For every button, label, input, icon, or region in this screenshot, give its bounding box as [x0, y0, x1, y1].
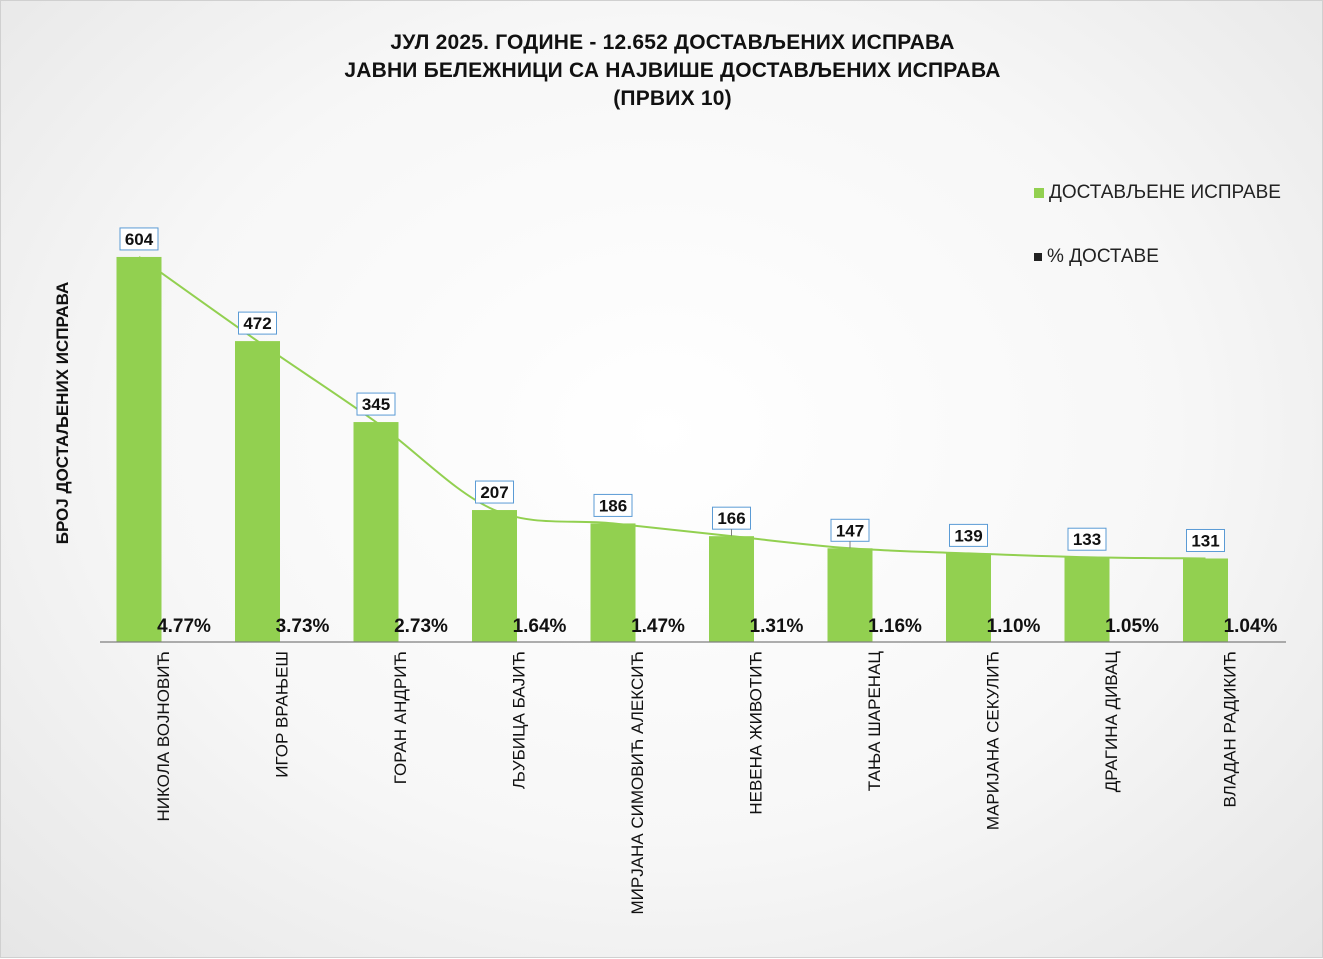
category-label-10: ВЛАДАН РАДИКИЋ — [1221, 651, 1240, 808]
legend-label-delivered-documents: ДОСТАВЉЕНЕ ИСПРАВЕ — [1049, 182, 1281, 203]
bar-4[interactable] — [472, 510, 517, 642]
percent-label-8: 1.10% — [987, 616, 1041, 637]
legend-swatch-green-square-icon — [1034, 187, 1044, 198]
count-label-7: 147 — [836, 521, 864, 540]
category-label-7: ТАЊА ШАРЕНАЦ — [865, 651, 884, 792]
category-label-3: ГОРАН АНДРИЋ — [391, 651, 410, 784]
category-label-1: НИКОЛА ВОЈНОВИЋ — [154, 651, 173, 822]
count-label-2: 472 — [243, 314, 271, 333]
count-label-9: 133 — [1073, 530, 1101, 549]
category-label-4: ЉУБИЦА БАЈИЋ — [510, 651, 529, 789]
count-label-4: 207 — [480, 483, 508, 502]
bar-8[interactable] — [946, 553, 991, 642]
count-label-box-4 — [475, 480, 514, 504]
legend-item-delivery-percent[interactable]: % ДОСТАВЕ — [1034, 246, 1159, 268]
category-label-9: ДРАГИНА ДИВАЦ — [1102, 651, 1121, 793]
count-label-box-9 — [1067, 527, 1107, 551]
percent-label-6: 1.31% — [750, 616, 804, 637]
count-label-box-10 — [1186, 528, 1225, 552]
category-label-2: ИГОР ВРАЊЕШ — [273, 651, 292, 778]
bar-6[interactable] — [709, 536, 754, 642]
legend-label-delivery-percent: % ДОСТАВЕ — [1047, 246, 1159, 267]
percent-label-5: 1.47% — [631, 616, 685, 637]
category-label-6: НЕВЕНА ЖИВОТИЋ — [747, 651, 766, 815]
chart-title-line-2: ЈАВНИ БЕЛЕЖНИЦИ СА НАЈВИШЕ ДОСТАВЉЕНИХ И… — [344, 59, 1001, 82]
percent-label-4: 1.64% — [513, 616, 567, 637]
count-label-box-5 — [593, 493, 633, 517]
count-label-8: 139 — [954, 526, 982, 545]
count-label-1: 604 — [125, 230, 154, 249]
percent-label-2: 3.73% — [276, 616, 330, 637]
bar-9[interactable] — [1064, 557, 1110, 642]
count-label-box-3 — [356, 392, 396, 416]
bar-2[interactable] — [235, 341, 280, 642]
bar-10[interactable] — [1183, 558, 1228, 642]
percent-label-1: 4.77% — [157, 616, 211, 637]
category-label-5: МИРЈАНА СИМОВИЋ АЛЕКСИЋ — [628, 651, 647, 915]
count-label-6: 166 — [717, 509, 745, 528]
count-label-box-8 — [949, 523, 988, 547]
legend-swatch-black-square-icon — [1034, 252, 1042, 261]
category-label-8: МАРИЈАНА СЕКУЛИЋ — [984, 651, 1003, 830]
legend-item-delivered-documents[interactable]: ДОСТАВЉЕНЕ ИСПРАВЕ — [1034, 182, 1281, 204]
count-label-3: 345 — [362, 395, 390, 414]
bar-7[interactable] — [827, 548, 873, 642]
count-label-box-1 — [119, 227, 159, 251]
bar-3[interactable] — [353, 422, 399, 642]
percent-label-3: 2.73% — [394, 616, 448, 637]
percent-label-10: 1.04% — [1224, 616, 1278, 637]
count-label-5: 186 — [599, 496, 627, 515]
bar-1[interactable] — [116, 256, 162, 642]
count-label-box-2 — [238, 311, 277, 335]
chart-title-line-1: ЈУЛ 2025. ГОДИНЕ - 12.652 ДОСТАВЉЕНИХ ИС… — [390, 31, 955, 54]
count-label-10: 131 — [1191, 531, 1219, 550]
chart-title-line-3: (ПРВИХ 10) — [613, 87, 732, 110]
bar-5[interactable] — [590, 523, 636, 642]
trendline — [138, 256, 1206, 560]
percent-label-7: 1.16% — [868, 616, 922, 637]
percent-label-9: 1.05% — [1105, 616, 1159, 637]
